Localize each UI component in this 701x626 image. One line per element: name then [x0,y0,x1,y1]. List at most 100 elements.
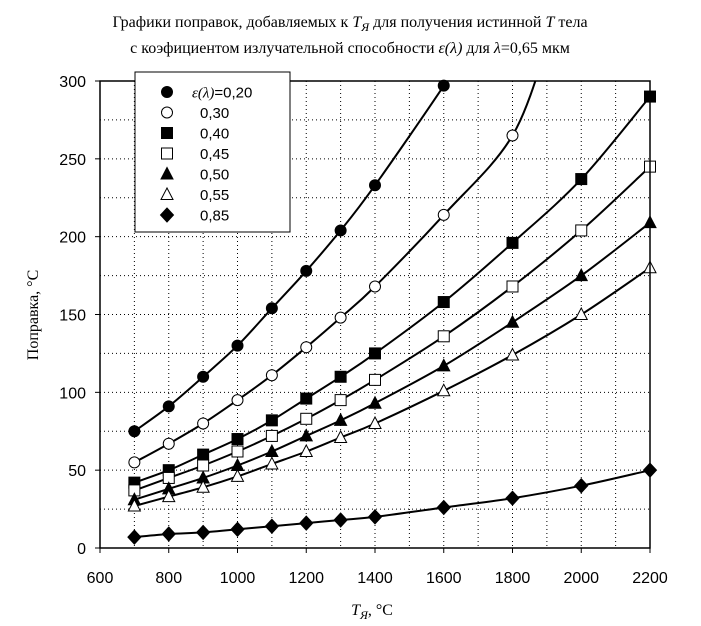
data-point-3-7 [369,373,381,386]
x-tick-label: 1800 [495,570,531,587]
legend-entry-3: 0,45 [200,146,229,163]
data-point-0-2 [197,370,210,383]
legend-entry-0: ε(λ)=0,20 [192,85,252,102]
legend-entry-6: 0,85 [200,208,229,225]
data-point-1-4 [265,369,278,382]
data-point-0-8 [437,79,450,92]
data-point-5-8 [436,383,451,397]
data-point-5-10 [574,306,589,320]
x-tick-label: 2000 [563,570,599,587]
data-point-1-6 [334,311,347,324]
data-point-2-2 [197,448,210,461]
data-point-6-4 [264,518,280,534]
y-tick-label: 150 [59,308,86,325]
series-line-6 [134,469,650,539]
data-point-1-9 [506,129,519,142]
x-tick-label: 1200 [288,570,324,587]
legend-entry-4: 0,50 [200,167,229,184]
data-point-5-9 [505,347,520,361]
data-point-5-0 [127,498,142,512]
data-point-6-9 [505,490,520,506]
data-point-6-6 [333,512,348,528]
y-axis-label: Поправка, °C [25,270,42,360]
data-point-6-10 [574,477,589,494]
data-point-4-5 [299,428,314,442]
data-point-0-3 [231,339,244,352]
data-point-6-3 [230,521,245,538]
data-point-5-3 [230,468,245,482]
y-tick-label: 50 [68,463,86,480]
data-point-3-4 [265,429,278,442]
x-tick-label: 1000 [220,570,256,587]
data-point-2-6 [334,370,347,383]
x-tick-label: 600 [87,570,114,587]
x-tick-label: 1400 [357,570,393,587]
x-tick-label: 800 [155,570,182,587]
legend-marker-6 [159,207,175,223]
chart-title-line1: Графики поправок, добавляемых к TЯ для п… [112,14,587,34]
data-point-3-10 [575,224,588,237]
y-tick-label: 300 [59,74,86,91]
legend-marker-3 [161,147,173,160]
data-point-3-5 [300,412,313,425]
legend-entry-2: 0,40 [200,126,229,143]
data-point-0-7 [369,179,381,192]
data-point-5-4 [265,456,279,470]
series-line-4 [134,221,650,501]
data-point-4-6 [333,412,348,426]
data-point-4-10 [574,268,589,282]
data-point-5-7 [368,415,382,429]
data-point-5-6 [333,429,348,443]
legend-marker-1 [161,106,173,119]
data-point-3-6 [334,394,347,407]
legend-entry-5: 0,55 [200,187,229,204]
data-point-1-0 [128,456,141,469]
data-point-0-5 [300,264,313,277]
data-point-3-3 [231,445,244,458]
series-line-0 [133,81,449,433]
data-point-1-7 [369,280,381,293]
data-point-6-1 [161,526,176,542]
data-point-1-2 [197,417,210,430]
data-point-3-8 [437,330,450,343]
legend-marker-5 [160,186,174,200]
data-point-6-8 [436,499,451,516]
data-point-0-4 [265,302,278,315]
data-point-4-9 [505,314,520,328]
y-tick-label: 250 [59,152,86,169]
data-point-1-3 [231,394,244,407]
data-point-5-2 [196,479,210,493]
data-point-2-9 [506,236,519,249]
legend: ε(λ)=0,20 0,30 0,40 0,45 0,50 0,55 0,85 [134,71,291,233]
data-point-4-7 [368,395,382,409]
data-point-6-2 [195,524,211,541]
data-point-2-10 [575,173,588,186]
data-point-2-4 [265,414,278,427]
data-point-5-1 [161,489,176,503]
data-point-5-5 [299,443,314,457]
axis-ticks: 600 800 1000 1200 1400 1600 1800 2000 2200 0 50 100… [59,74,668,587]
y-tick-label: 100 [59,385,86,402]
legend-entry-1: 0,30 [200,105,229,122]
series-markers [127,79,658,545]
data-point-1-8 [437,208,450,221]
y-tick-label: 0 [77,541,86,558]
data-point-2-5 [300,392,313,405]
data-point-3-9 [506,280,519,293]
data-point-1-5 [300,341,313,354]
data-point-0-0 [128,425,141,438]
legend-marker-2 [161,127,173,139]
data-point-6-5 [299,515,314,531]
data-point-3-2 [197,459,210,472]
chart-title-line2: с коэфициентом излучательной способности… [130,40,570,57]
data-point-2-8 [437,296,450,309]
data-point-6-7 [367,509,383,525]
data-point-1-1 [162,437,175,450]
data-point-6-0 [127,529,142,545]
data-point-4-8 [436,358,451,372]
data-point-0-6 [334,224,347,237]
x-axis-label: TЯ, °C [351,602,393,622]
data-point-2-3 [231,433,244,446]
